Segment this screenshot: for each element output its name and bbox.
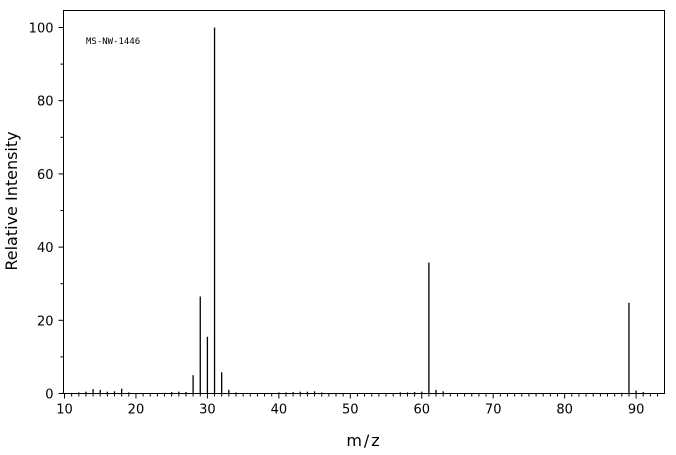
y-tick-label: 20 bbox=[37, 314, 54, 329]
axis-ticks bbox=[58, 27, 659, 399]
y-tick-label: 100 bbox=[29, 22, 54, 37]
x-tick-label: 50 bbox=[342, 403, 359, 418]
x-tick-label: 80 bbox=[556, 403, 573, 418]
x-tick-label: 40 bbox=[271, 403, 288, 418]
y-tick-label: 80 bbox=[37, 95, 54, 110]
plot-frame bbox=[63, 10, 665, 394]
x-tick-label: 20 bbox=[128, 403, 145, 418]
x-axis-title: m/z bbox=[346, 431, 381, 450]
tick-labels: 10 20 30 40 50 60 70 80 90 0 20 40 60 80 100 bbox=[29, 22, 645, 418]
x-tick-label: 90 bbox=[628, 403, 645, 418]
x-tick-label: 60 bbox=[413, 403, 430, 418]
spectrum-id-label: MS-NW-1446 bbox=[86, 37, 140, 47]
x-tick-label: 70 bbox=[485, 403, 502, 418]
y-axis-title: Relative Intensity bbox=[2, 131, 21, 270]
x-tick-label: 30 bbox=[199, 403, 216, 418]
y-tick-label: 60 bbox=[37, 168, 54, 183]
spectrum-peaks bbox=[78, 27, 644, 394]
y-tick-label: 0 bbox=[45, 388, 53, 403]
x-tick-label: 10 bbox=[56, 403, 73, 418]
y-tick-label: 40 bbox=[37, 241, 54, 256]
